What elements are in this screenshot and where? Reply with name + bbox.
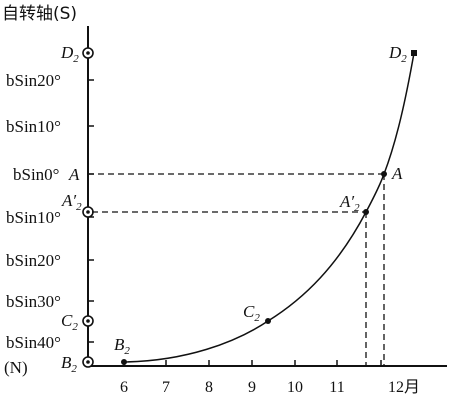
y-label-20n: bSin20° — [6, 71, 61, 90]
diagram-title: 自转轴(S) — [2, 4, 77, 24]
dashed-guides — [88, 173, 385, 366]
x-label-10: 10 — [287, 379, 303, 396]
trajectory-curve — [123, 52, 415, 363]
axis-label-b2: B2 — [61, 353, 77, 375]
point-d2 — [411, 50, 417, 56]
curve-label-c2: C2 — [243, 302, 260, 324]
y-label-30s: bSin30° — [6, 292, 61, 311]
axis-marker-b2 — [82, 356, 94, 368]
y-label-10s: bSin10° — [6, 208, 61, 227]
x-label-7: 7 — [162, 379, 170, 396]
x-label-12: 12月 — [388, 379, 420, 396]
axis-label-d2: D2 — [60, 43, 79, 65]
curve-label-a: A — [391, 164, 403, 183]
x-label-6: 6 — [120, 379, 128, 396]
y-label-0: bSin0° — [13, 165, 59, 184]
point-b2 — [121, 359, 127, 365]
axis-label-a2: A′2 — [61, 191, 82, 213]
point-a — [381, 171, 387, 177]
curve-label-d2: D2 — [388, 43, 407, 65]
axis-label-a: A — [68, 165, 80, 184]
curve-label-a2: A′2 — [339, 192, 360, 214]
x-label-8: 8 — [205, 379, 213, 396]
axis-marker-d2 — [82, 47, 94, 59]
point-a2 — [363, 209, 369, 215]
x-label-9: 9 — [248, 379, 256, 396]
y-label-north-pole: (N) — [4, 358, 28, 377]
axis-marker-a2 — [82, 206, 94, 218]
y-label-10n: bSin10° — [6, 117, 61, 136]
curve-label-b2: B2 — [114, 335, 130, 357]
y-label-20s: bSin20° — [6, 251, 61, 270]
x-label-11: 11 — [329, 379, 344, 396]
axis-label-c2: C2 — [61, 311, 78, 333]
axis-marker-c2 — [82, 315, 94, 327]
y-label-40s: bSin40° — [6, 333, 61, 352]
point-c2 — [265, 318, 271, 324]
